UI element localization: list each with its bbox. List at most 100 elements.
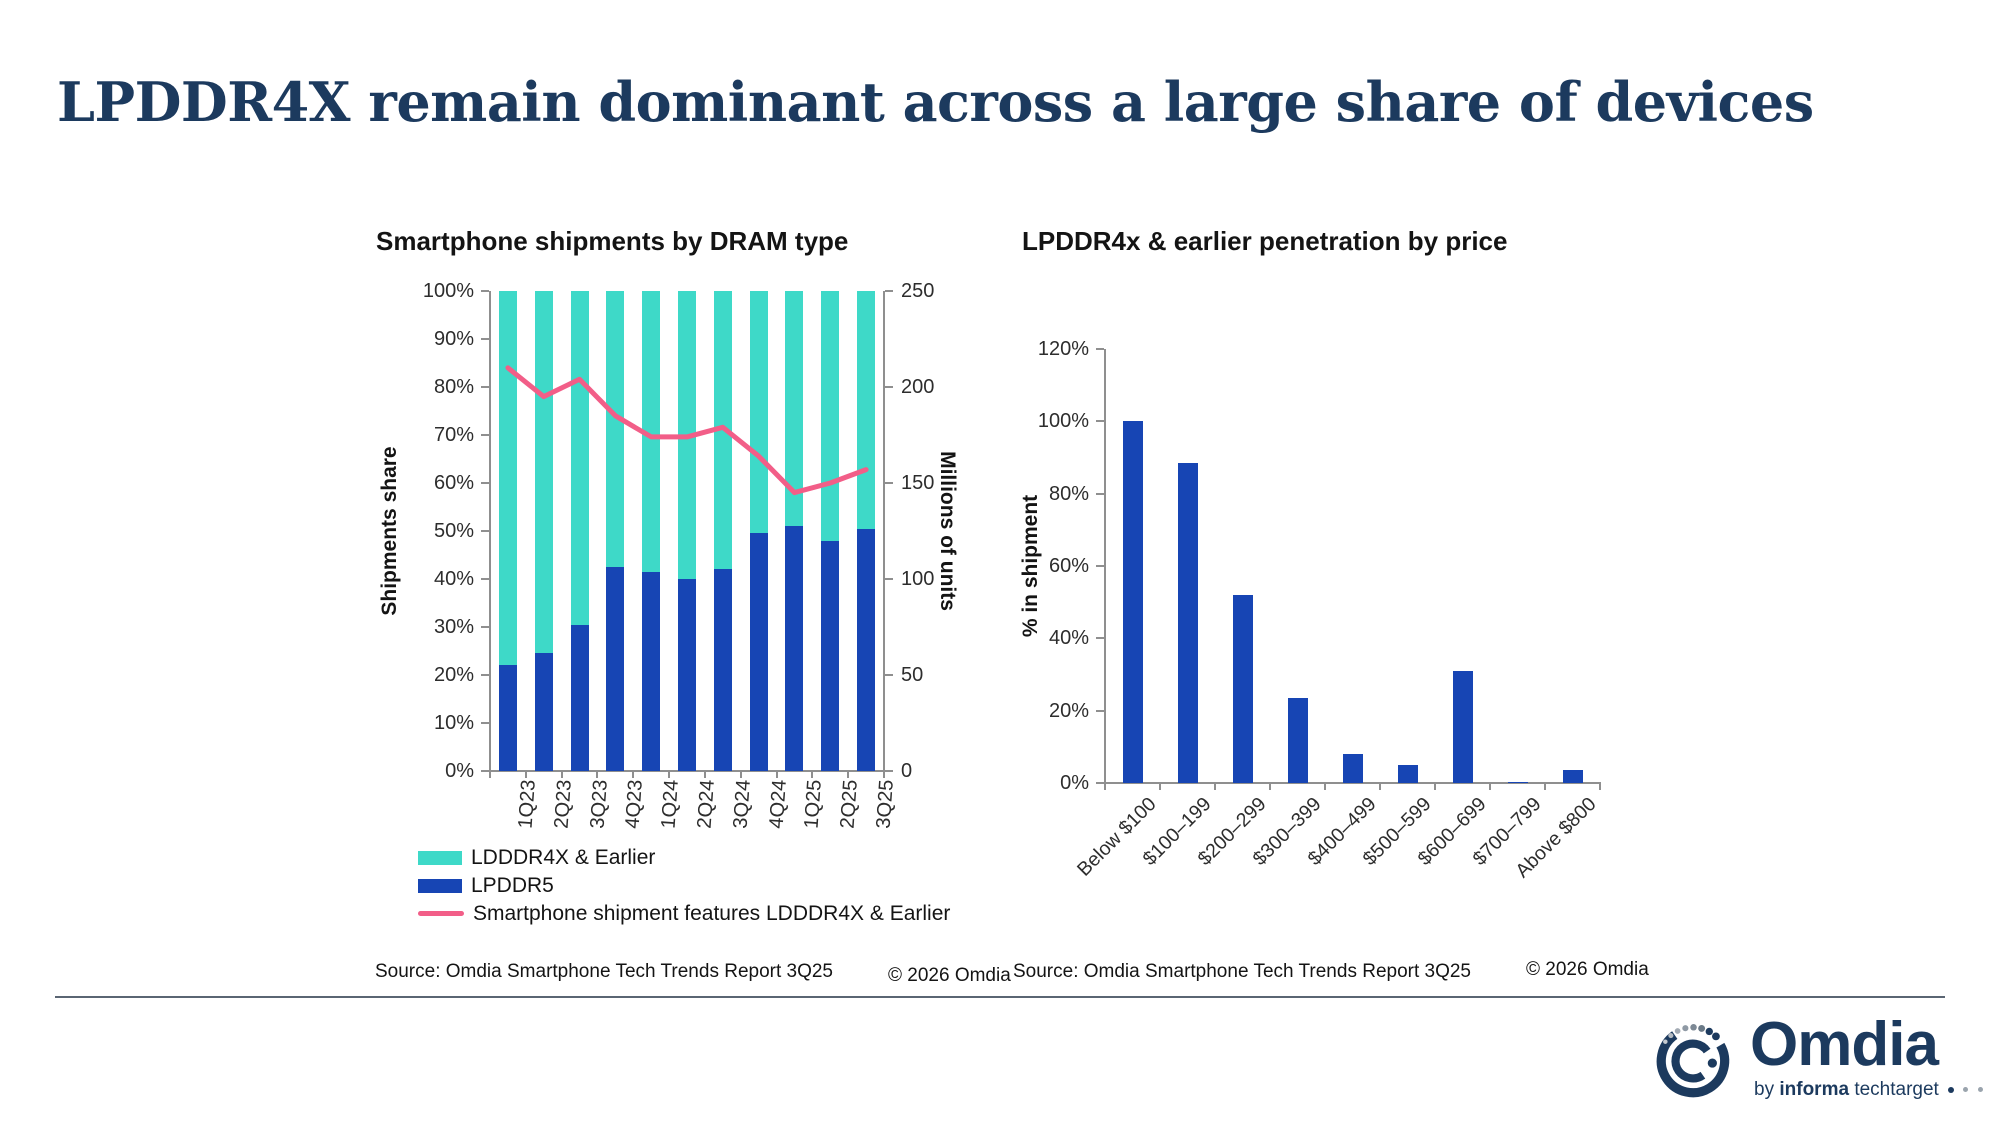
axis-tick: [739, 771, 742, 778]
stacked-bar-segment: [857, 528, 876, 771]
stacked-bar-segment: [642, 291, 661, 572]
y-tick-label: 70%: [433, 424, 474, 446]
stacked-bar-segment: [678, 579, 696, 771]
price-bar: [1342, 754, 1363, 783]
price-bar: [1122, 421, 1143, 783]
legend-label-trend-line: Smartphone shipment features LDDDR4X & E…: [473, 901, 951, 925]
y-tick-label: 40%: [433, 568, 474, 590]
axis-tick: [885, 386, 893, 388]
axis-tick: [1096, 782, 1104, 784]
copyright-right: © 2026 Omdia: [1526, 959, 1649, 980]
omdia-logo: Omdia by informa techtarget: [1650, 1014, 1983, 1106]
legend-item-lpddr5: LPDDR5: [418, 873, 950, 898]
axis-tick: [883, 771, 885, 778]
stacked-bar-segment: [498, 291, 517, 666]
tagline-dot-icon: [1977, 1087, 1983, 1093]
axis-tick: [1544, 783, 1546, 790]
axis-tick: [481, 290, 489, 292]
axis-line-x: [489, 770, 885, 772]
axis-tick: [1324, 783, 1326, 790]
omdia-logo-wordmark: Omdia: [1750, 1010, 1939, 1079]
axis-tick: [885, 770, 893, 772]
stacked-bar-segment: [713, 569, 732, 771]
axis-tick: [703, 771, 706, 778]
axis-tick: [885, 578, 893, 580]
stacked-bar-segment: [534, 653, 553, 771]
axis-tick: [1599, 783, 1601, 790]
omdia-logo-text-block: Omdia by informa techtarget: [1750, 1014, 1983, 1101]
price-bar: [1562, 770, 1583, 783]
axis-tick: [481, 626, 489, 628]
legend-label-lpddr5: LPDDR5: [471, 873, 554, 897]
axis-tick: [560, 771, 563, 778]
right-chart-title: LPDDR4x & earlier penetration by price: [1022, 226, 1508, 256]
axis-tick: [1379, 783, 1381, 790]
price-bar: [1397, 764, 1418, 783]
omdia-logo-icon: [1656, 1024, 1730, 1098]
legend-swatch-lpddr4x: [418, 850, 462, 865]
y-axis-label-shipments-share: Shipments share: [378, 446, 401, 616]
y-tick-label: 80%: [1048, 482, 1089, 505]
axis-tick: [1489, 783, 1491, 790]
legend-line-swatch: [418, 911, 464, 916]
y-tick-label: 100: [901, 568, 935, 590]
trend-line: [505, 365, 869, 496]
tagline-dot-icon: [1963, 1087, 1969, 1093]
axis-tick: [1096, 492, 1104, 495]
axis-tick: [885, 482, 893, 484]
stacked-bar-segment: [821, 540, 840, 771]
copyright-left: © 2026 Omdia: [888, 965, 1011, 986]
y-tick-label: 60%: [1048, 555, 1089, 577]
y-tick-label: 150: [901, 472, 935, 494]
axis-tick: [481, 338, 489, 340]
y-tick-label: 30%: [433, 616, 474, 638]
axis-tick: [481, 578, 489, 580]
y-tick-label: 0%: [1060, 772, 1089, 794]
y-tick-label: 0%: [445, 760, 474, 782]
axis-tick: [885, 290, 893, 292]
stacked-bar-segment: [498, 665, 517, 771]
axis-tick: [1096, 709, 1104, 712]
footer-rule: [55, 996, 1945, 998]
left-chart-title: Smartphone shipments by DRAM type: [376, 226, 849, 256]
price-bar: [1177, 462, 1198, 783]
y-tick-label: 60%: [433, 472, 474, 494]
axis-tick: [481, 722, 489, 724]
axis-tick: [1434, 783, 1436, 790]
axis-tick: [1096, 637, 1104, 640]
stacked-bar-segment: [606, 567, 625, 771]
source-note-right: Source: Omdia Smartphone Tech Trends Rep…: [1013, 961, 1472, 982]
y-tick-label: 40%: [1048, 627, 1089, 650]
axis-tick: [668, 771, 671, 778]
stacked-bar-segment: [785, 526, 804, 771]
stacked-bar-segment: [749, 533, 768, 771]
axis-tick: [885, 674, 893, 676]
legend-item-lpddr4x: LDDDR4X & Earlier: [418, 845, 950, 870]
axis-line-y: [1104, 349, 1106, 784]
price-bar: [1287, 698, 1308, 783]
y-tick-label: 100%: [422, 280, 474, 302]
y-tick-label: 20%: [433, 664, 474, 686]
axis-tick: [481, 530, 489, 532]
axis-tick: [811, 771, 814, 778]
omdia-logo-tagline: by informa techtarget: [1754, 1079, 1983, 1101]
axis-line-x: [1104, 782, 1601, 784]
left-chart-plot: 0% 10% 20% 30% 40% 50% 60% 70% 80% 90% 100% 0 50 100 1…: [423, 280, 935, 829]
legend-swatch-lpddr5: [418, 878, 462, 893]
axis-tick: [481, 674, 489, 676]
y-tick-label: 90%: [433, 328, 474, 350]
stacked-bar-segment: [606, 291, 625, 567]
stacked-bar-segment: [570, 291, 589, 625]
price-bar: [1452, 670, 1473, 783]
axis-line-y2: [883, 291, 885, 772]
y-tick-label: 50: [901, 664, 924, 686]
stacked-bar-segment: [534, 291, 553, 654]
axis-tick: [1096, 565, 1104, 567]
axis-line-y: [489, 291, 491, 772]
y-tick-label: 120%: [1037, 338, 1089, 360]
price-bar: [1507, 782, 1528, 783]
y-tick-label: 0: [901, 760, 913, 782]
axis-tick: [1096, 420, 1104, 423]
stacked-bar-segment: [785, 291, 804, 527]
